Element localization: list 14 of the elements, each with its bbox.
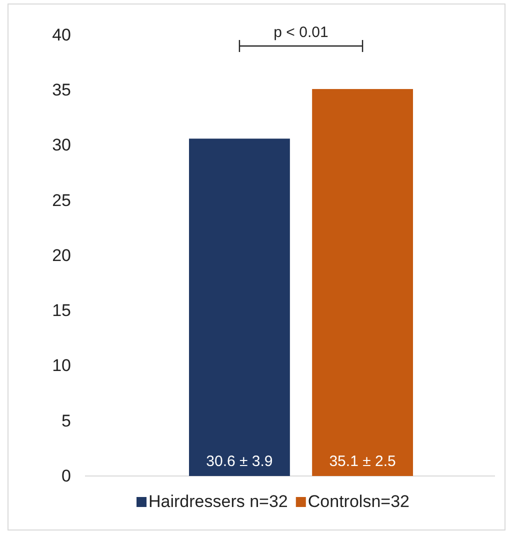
y-tick-label: 40 [52,25,71,44]
y-tick-label: 30 [52,136,71,155]
y-tick-label: 25 [52,190,71,210]
y-tick-label: 15 [52,301,71,320]
y-tick-label: 10 [52,356,71,376]
y-tick-label: 0 [62,466,71,486]
y-tick-label: 35 [52,80,71,100]
annotation: p < 0.01 [274,24,328,41]
y-tick-label: 5 [62,411,71,430]
data-label: 30.6 ± 3.9 [206,453,273,470]
data-label: 35.1 ± 2.5 [329,453,396,470]
y-tick-label: 20 [52,246,71,265]
legend-label: Hairdressers n=32 [148,492,288,511]
legend-label: Controlsn=32 [308,492,410,511]
